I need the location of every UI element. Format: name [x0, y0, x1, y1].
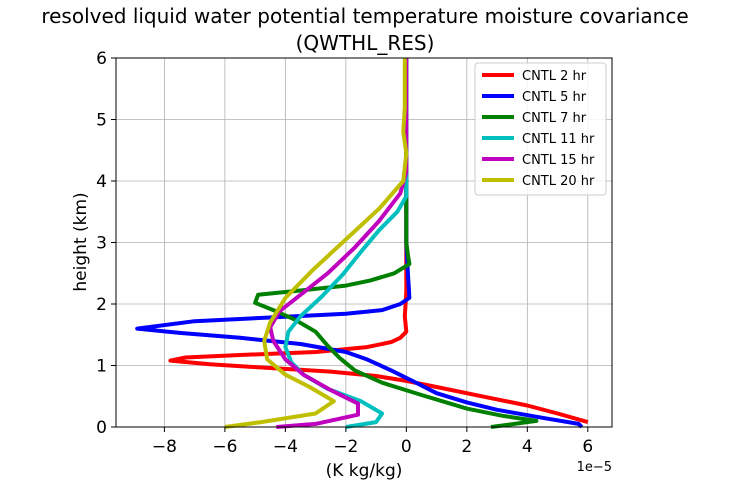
x-tick-label: −4: [273, 437, 298, 457]
y-tick-label: 4: [96, 172, 107, 192]
legend: CNTL 2 hr CNTL 5 hr CNTL 7 hr CNTL 11 hr CNT…: [474, 62, 607, 196]
series-line: [253, 58, 539, 429]
x-tick-label: 6: [582, 437, 593, 457]
series-lines: [135, 58, 589, 429]
legend-entry: CNTL 20 hr: [522, 174, 595, 189]
series-line: [135, 58, 584, 429]
y-tick-label: 6: [96, 49, 107, 69]
legend-entry: CNTL 11 hr: [522, 132, 595, 147]
legend-entry: CNTL 5 hr: [522, 90, 587, 105]
x-tick-label: −8: [152, 437, 177, 457]
x-axis-label: (K kg/kg): [326, 461, 403, 481]
y-tick-label: 0: [96, 418, 107, 438]
legend-entry: CNTL 2 hr: [522, 69, 587, 84]
y-axis: 0 1 2 3 4 5 6: [96, 49, 116, 438]
x-tick-label: 2: [461, 437, 472, 457]
series-line: [168, 58, 589, 425]
x-axis-offset-label: 1e−5: [577, 460, 612, 475]
chart-title-line2: (QWTHL_RES): [296, 31, 435, 55]
y-tick-label: 2: [96, 295, 107, 315]
y-tick-label: 5: [96, 111, 107, 131]
x-tick-label: −2: [333, 437, 358, 457]
x-tick-label: 4: [522, 437, 533, 457]
y-axis-label: height (km): [71, 192, 91, 291]
x-tick-label: 0: [401, 437, 412, 457]
x-axis: −8 −6 −4 −2 0 2 4 6: [152, 427, 593, 457]
chart-title-line1: resolved liquid water potential temperat…: [41, 4, 688, 28]
x-tick-label: −6: [212, 437, 237, 457]
y-tick-label: 1: [96, 357, 107, 377]
legend-entry: CNTL 15 hr: [522, 153, 595, 168]
legend-entry: CNTL 7 hr: [522, 111, 587, 126]
series-line: [224, 58, 409, 429]
series-line: [283, 58, 409, 429]
y-tick-label: 3: [96, 234, 107, 254]
